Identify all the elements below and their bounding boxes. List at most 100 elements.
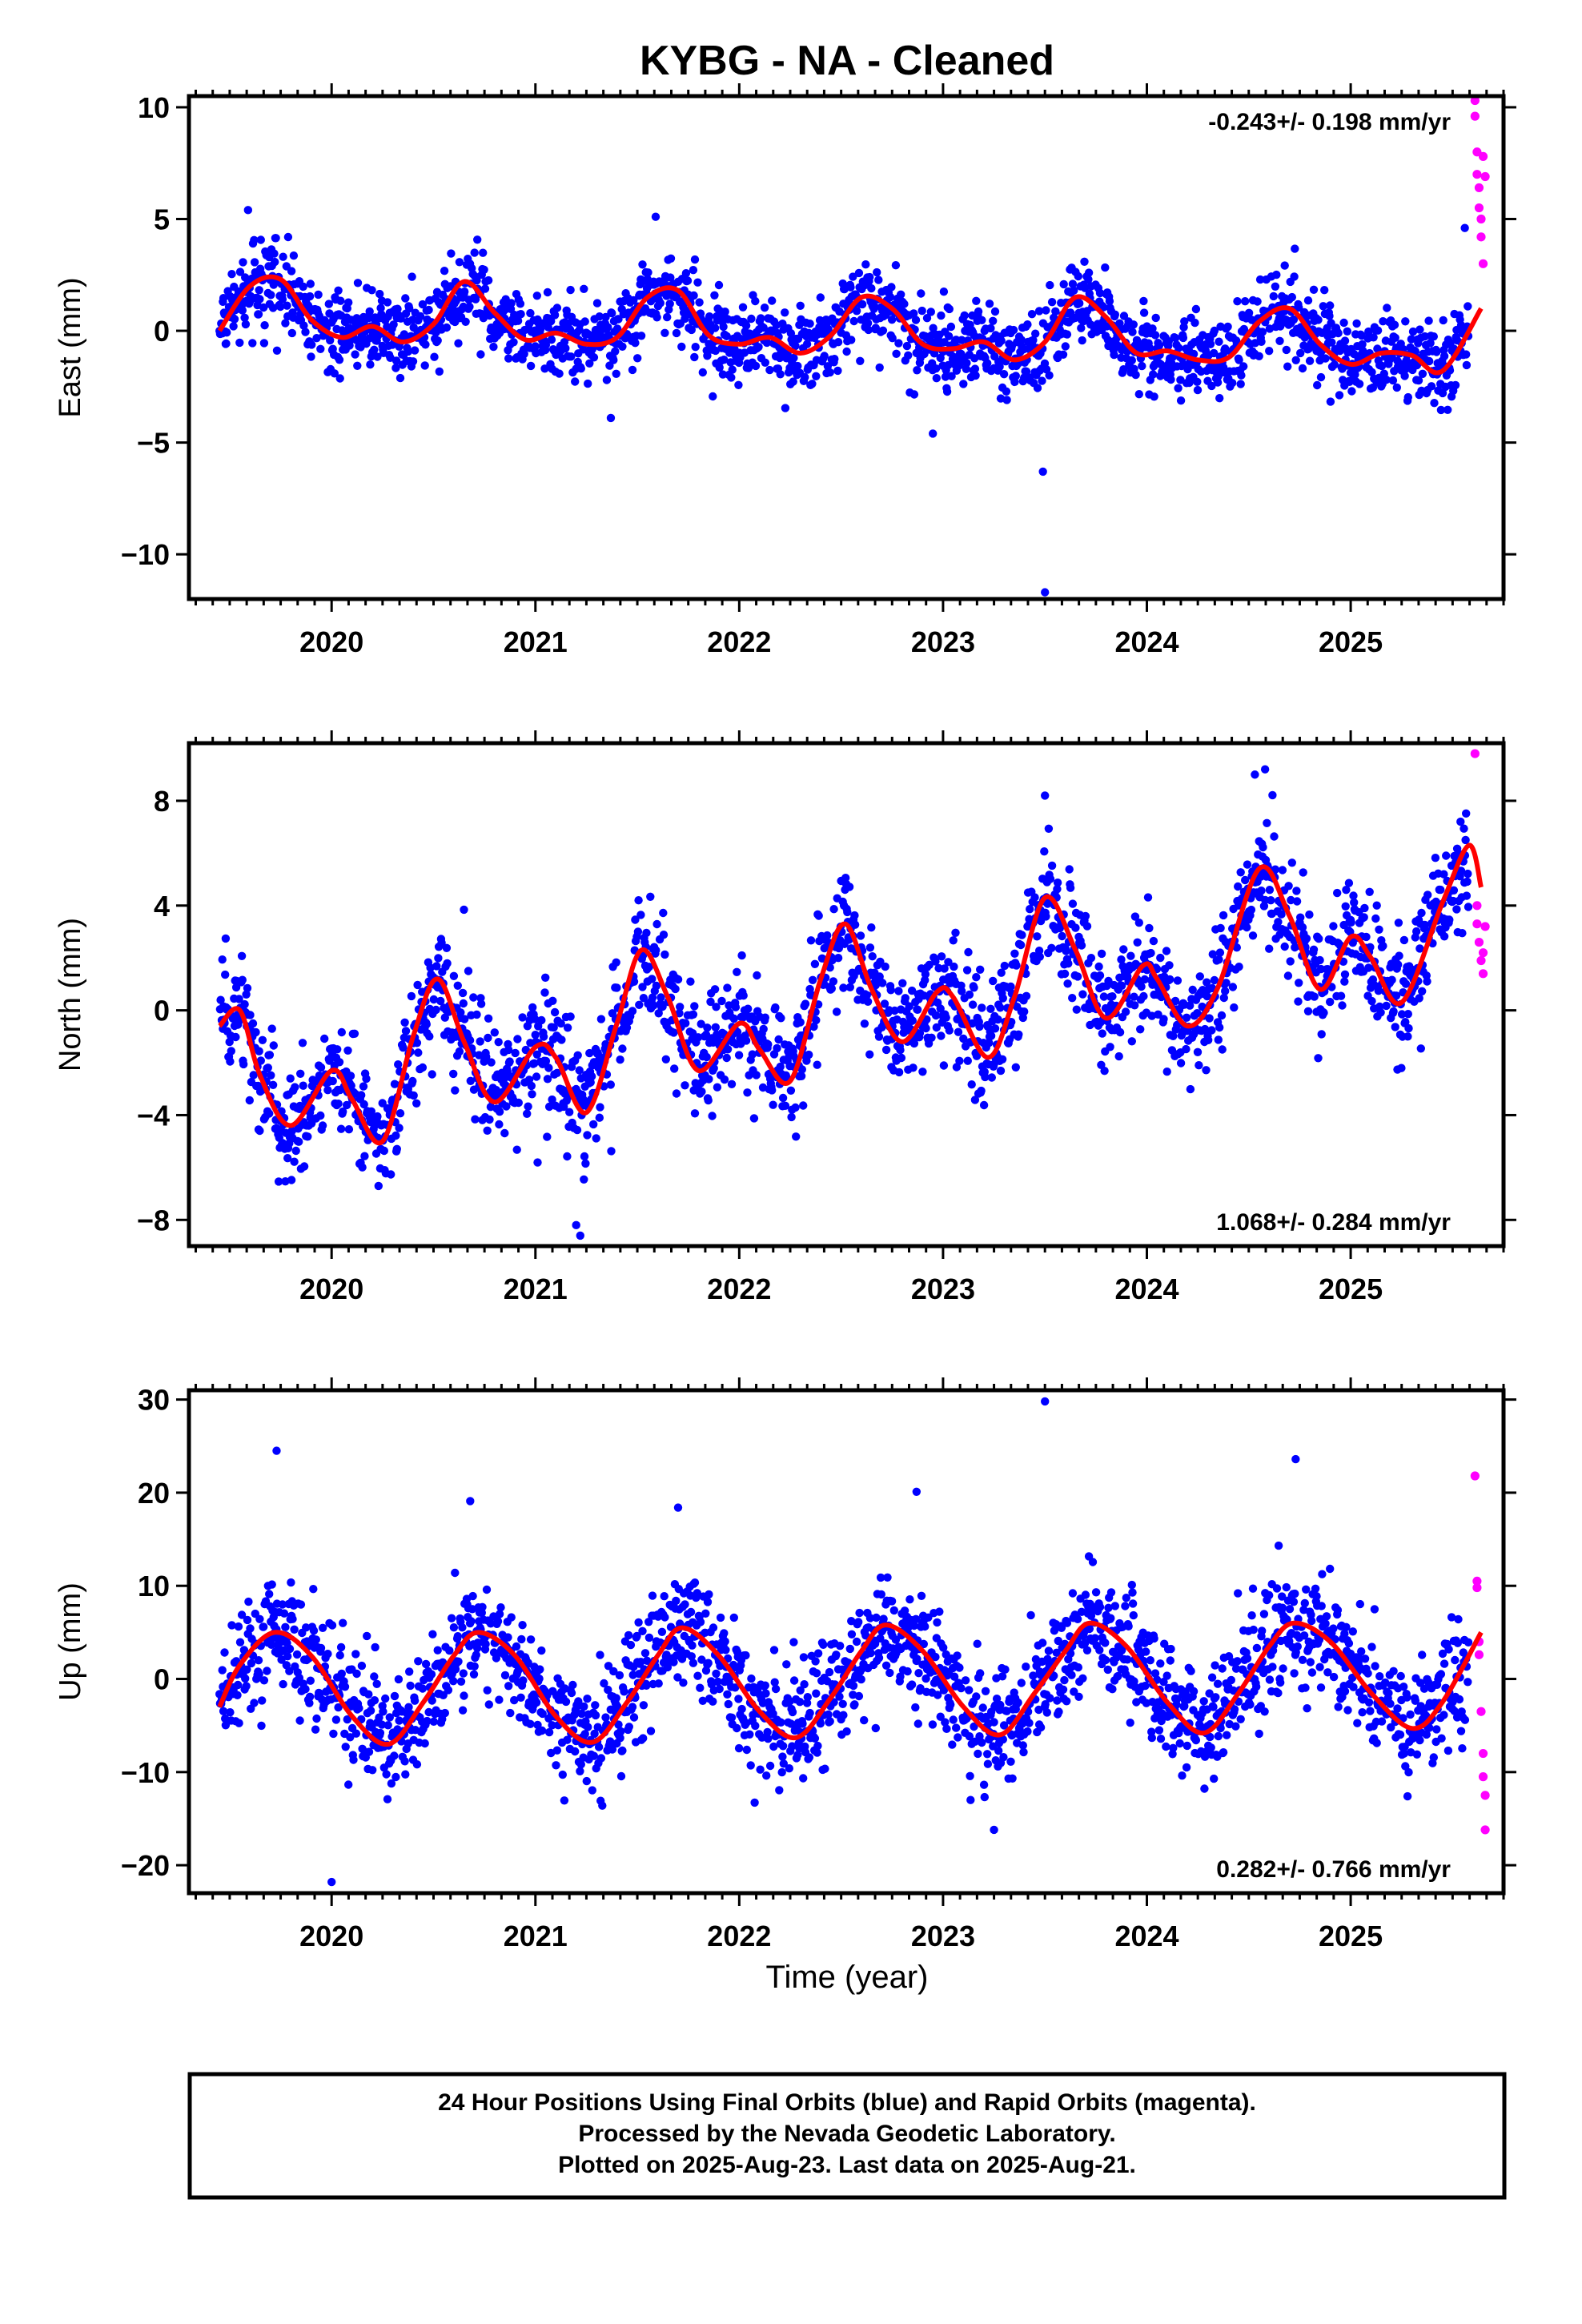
north-final-point — [776, 1062, 785, 1072]
east-final-point — [326, 336, 335, 345]
north-final-point — [589, 1120, 598, 1129]
north-final-point — [833, 954, 843, 963]
east-final-point — [612, 369, 620, 378]
north-final-point — [1041, 791, 1050, 800]
north-final-point — [829, 977, 838, 986]
north-final-point — [258, 1035, 267, 1045]
east-final-point — [604, 323, 612, 332]
up-final-point — [364, 1690, 373, 1699]
north-final-point — [1106, 1043, 1114, 1051]
up-final-point — [560, 1796, 569, 1805]
east-final-point — [1051, 307, 1060, 316]
north-final-point — [909, 1063, 917, 1072]
north-final-point — [573, 1051, 582, 1060]
east-final-point — [751, 361, 761, 371]
east-final-point — [301, 328, 310, 336]
east-final-point — [1258, 328, 1267, 336]
east-final-point — [404, 347, 412, 356]
north-final-point — [1417, 908, 1426, 918]
east-final-point — [857, 300, 867, 309]
east-final-point — [940, 338, 949, 347]
north-final-point — [265, 1109, 274, 1118]
east-y-tick-label: 0 — [154, 315, 170, 348]
east-final-point — [1464, 302, 1472, 311]
east-final-point — [1420, 332, 1429, 341]
east-final-point — [747, 314, 756, 324]
up-final-point — [339, 1618, 347, 1627]
east-final-point — [1265, 347, 1274, 356]
east-final-point — [473, 235, 482, 244]
up-final-point — [243, 1615, 252, 1625]
east-final-point — [1084, 268, 1094, 277]
north-rapid-point — [1478, 948, 1488, 958]
east-final-point — [571, 377, 580, 386]
east-final-point — [947, 372, 956, 380]
north-final-point — [413, 980, 422, 990]
east-final-point — [888, 334, 897, 343]
east-final-point — [783, 350, 792, 359]
north-final-point — [466, 1076, 475, 1086]
north-final-point — [1215, 948, 1225, 957]
north-rapid-point — [1474, 937, 1484, 947]
east-rapid-point — [1474, 203, 1484, 213]
north-final-point — [518, 1013, 527, 1022]
east-final-point — [1316, 372, 1326, 382]
north-final-point — [771, 1003, 780, 1012]
north-final-point — [408, 1076, 417, 1086]
up-final-point — [351, 1650, 360, 1659]
north-final-point — [1259, 842, 1267, 852]
north-final-point — [511, 1048, 520, 1058]
up-final-point — [267, 1640, 276, 1649]
east-final-point — [272, 346, 282, 355]
north-final-point — [939, 1061, 949, 1070]
up-final-point — [504, 1682, 513, 1691]
up-final-point — [263, 1667, 271, 1675]
north-final-point — [907, 986, 917, 995]
up-final-point — [305, 1692, 315, 1701]
north-x-tick-label: 2024 — [1114, 1273, 1178, 1305]
north-final-point — [465, 1035, 475, 1045]
north-final-point — [1127, 1037, 1137, 1046]
north-x-tick-label: 2022 — [707, 1273, 771, 1305]
north-plot-frame — [187, 741, 1506, 1248]
east-final-point — [1269, 292, 1279, 301]
north-final-point — [1030, 893, 1039, 902]
up-final-point — [548, 1721, 556, 1730]
east-final-point — [1127, 356, 1137, 365]
north-final-point — [841, 874, 850, 883]
north-final-point — [296, 1069, 305, 1079]
north-final-point — [1461, 835, 1470, 845]
north-final-point — [1404, 1023, 1413, 1033]
east-final-point — [1244, 308, 1254, 317]
north-final-point — [1026, 905, 1034, 914]
north-final-point — [867, 923, 876, 932]
up-final-point — [456, 1677, 466, 1686]
up-final-point — [401, 1770, 410, 1779]
north-final-point — [1257, 887, 1266, 895]
east-final-point — [689, 291, 698, 300]
north-final-point — [809, 1022, 818, 1031]
north-final-point — [797, 1065, 806, 1074]
north-final-point — [387, 1170, 396, 1179]
east-final-point — [852, 307, 861, 316]
north-final-point — [1134, 919, 1144, 927]
east-final-point — [715, 363, 724, 372]
north-final-point — [1317, 1030, 1326, 1039]
north-final-point — [658, 1002, 667, 1011]
north-final-point — [563, 1023, 572, 1032]
up-final-point — [421, 1659, 431, 1669]
east-final-point — [259, 303, 268, 312]
up-final-point — [309, 1626, 319, 1635]
east-final-point — [279, 252, 287, 261]
up-final-point — [221, 1721, 231, 1730]
north-final-point — [1121, 1007, 1130, 1016]
north-final-point — [575, 1066, 584, 1075]
north-final-point — [955, 1056, 964, 1066]
north-final-point — [759, 1024, 768, 1034]
east-final-point — [974, 307, 983, 316]
east-final-point — [698, 368, 707, 377]
north-final-point — [1140, 975, 1150, 984]
north-final-point — [942, 1013, 950, 1022]
north-final-point — [1439, 932, 1449, 941]
